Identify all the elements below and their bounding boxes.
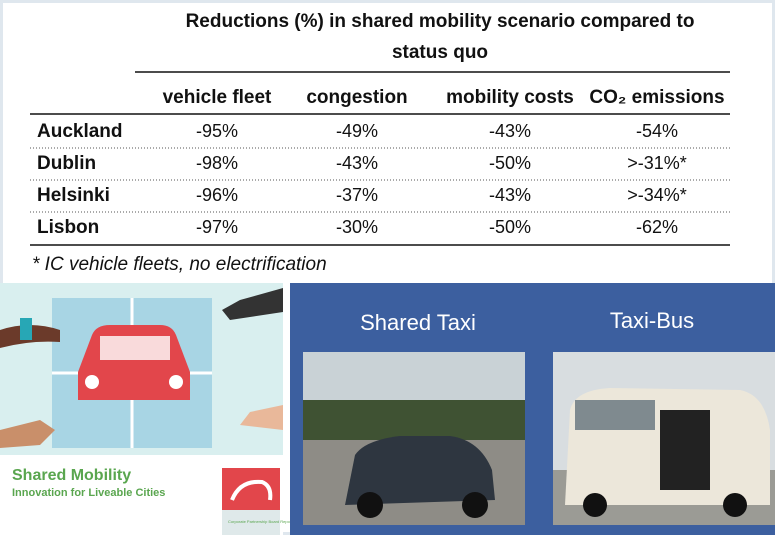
- column-header: vehicle fleet: [163, 87, 272, 108]
- cover-subtitle: Innovation for Liveable Cities: [12, 487, 165, 499]
- bus-photo: [553, 352, 775, 525]
- table-cell: -43%: [489, 121, 531, 141]
- table-cell: -49%: [336, 121, 378, 141]
- column-header: CO₂ emissions: [589, 87, 724, 108]
- table-title: status quo: [392, 42, 488, 63]
- footnote: * IC vehicle fleets, no electrification: [32, 254, 327, 275]
- table-cell: -62%: [636, 217, 678, 237]
- taxi-photo: [303, 352, 525, 525]
- cover-title: Shared Mobility: [12, 467, 131, 484]
- column-header: congestion: [306, 87, 407, 108]
- column-header: mobility costs: [446, 87, 574, 108]
- table-cell: -95%: [196, 121, 238, 141]
- table-cell: -43%: [336, 153, 378, 173]
- table-cell: -98%: [196, 153, 238, 173]
- cover-image: [0, 283, 283, 535]
- table-cell: >-34%*: [627, 185, 687, 205]
- row-label: Dublin: [37, 153, 96, 174]
- cover-report: Corporate Partnership Board Report: [228, 519, 293, 524]
- table-cell: -54%: [636, 121, 678, 141]
- table-cell: -43%: [489, 185, 531, 205]
- row-label: Helsinki: [37, 185, 110, 206]
- table-cell: -50%: [489, 153, 531, 173]
- row-label: Lisbon: [37, 217, 99, 238]
- photo-caption: Taxi-Bus: [610, 308, 694, 333]
- table-cell: -37%: [336, 185, 378, 205]
- table-cell: -96%: [196, 185, 238, 205]
- photo-caption: Shared Taxi: [360, 310, 476, 335]
- table-cell: -50%: [489, 217, 531, 237]
- table-cell: -97%: [196, 217, 238, 237]
- table-title: Reductions (%) in shared mobility scenar…: [186, 11, 695, 32]
- table-cell: >-31%*: [627, 153, 687, 173]
- table-cell: -30%: [336, 217, 378, 237]
- row-label: Auckland: [37, 121, 123, 142]
